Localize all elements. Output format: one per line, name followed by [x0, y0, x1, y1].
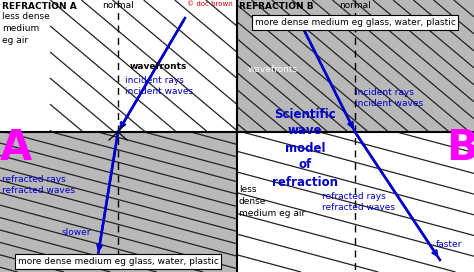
Text: refracted rays
refracted waves: refracted rays refracted waves	[322, 192, 395, 212]
Bar	[0, 132, 237, 272]
Text: normal: normal	[339, 1, 371, 10]
Text: faster: faster	[436, 240, 462, 249]
Text: Scientific
wave
model
of
refraction: Scientific wave model of refraction	[272, 107, 338, 188]
Text: less
dense
medium eg air: less dense medium eg air	[239, 185, 305, 218]
Text: © doc brown: © doc brown	[187, 1, 233, 7]
Bar	[237, 0, 474, 132]
Text: more dense medium eg glass, water, plastic: more dense medium eg glass, water, plast…	[18, 257, 219, 266]
Text: wavefronts: wavefronts	[248, 65, 298, 74]
Text: A: A	[0, 127, 32, 169]
Bar	[0, 0, 237, 132]
Text: normal: normal	[102, 1, 134, 10]
Text: wavefronts: wavefronts	[130, 62, 187, 71]
Text: B: B	[446, 127, 474, 169]
Text: REFRACTION A: REFRACTION A	[2, 2, 77, 11]
Text: incident rays
incident waves: incident rays incident waves	[355, 88, 423, 108]
Bar	[237, 132, 474, 272]
Text: refracted rays
refracted waves: refracted rays refracted waves	[2, 175, 75, 195]
Text: less dense
medium
eg air: less dense medium eg air	[2, 12, 50, 45]
Text: incident rays
incident waves: incident rays incident waves	[125, 76, 193, 96]
Text: more dense medium eg glass, water, plastic: more dense medium eg glass, water, plast…	[255, 18, 456, 27]
Text: REFRACTION B: REFRACTION B	[239, 2, 314, 11]
Text: slower: slower	[62, 228, 91, 237]
